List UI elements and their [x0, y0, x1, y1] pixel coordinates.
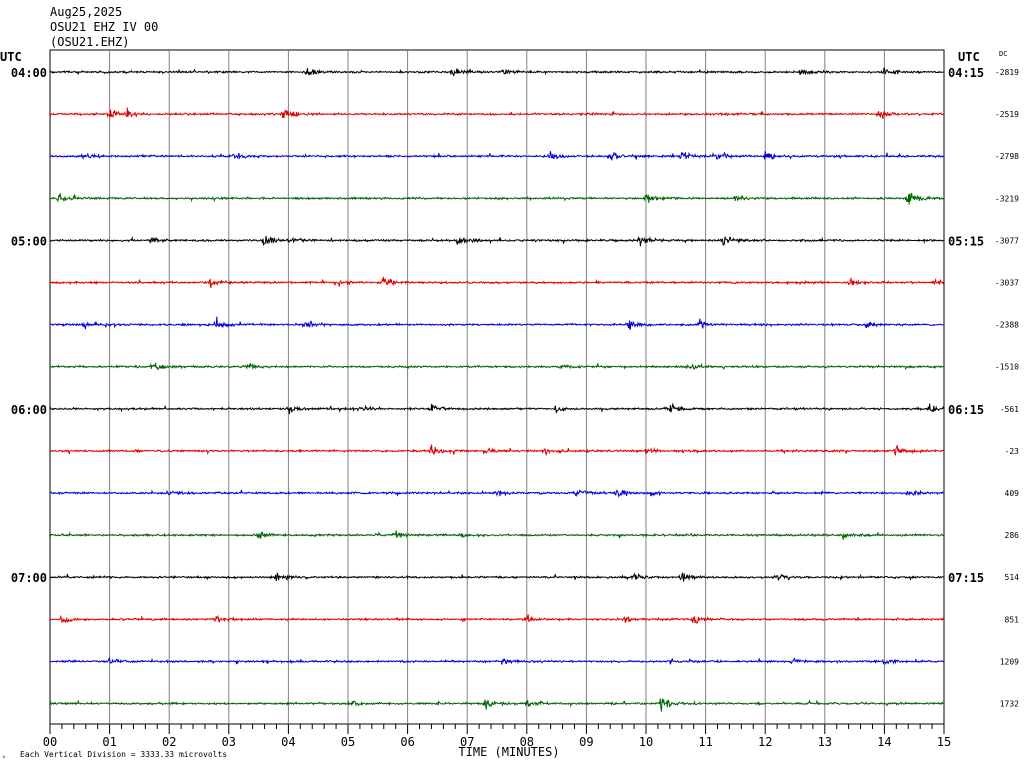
trace-line: [49, 489, 944, 499]
trace-line: [49, 362, 944, 371]
dc-offset-label: -561: [1000, 405, 1019, 414]
x-tick-label: 14: [877, 735, 891, 749]
right-time-label: 07:15: [948, 571, 984, 585]
right-time-label: 05:15: [948, 234, 984, 248]
vertical-division-footnote: Each Vertical Division = 3333.33 microvo…: [20, 750, 228, 759]
left-time-label: 07:00: [11, 571, 47, 585]
right-time-label: 06:15: [948, 403, 984, 417]
corner-mark-icon: ▵: [2, 753, 6, 760]
x-tick-label: 12: [758, 735, 772, 749]
x-tick-label: 01: [102, 735, 116, 749]
trace-line: [49, 67, 944, 77]
dc-offset-label: 1209: [1000, 657, 1019, 666]
dc-offset-label: 851: [1005, 615, 1020, 624]
trace-line: [49, 614, 944, 624]
trace-line: [49, 276, 944, 289]
trace-line: [49, 698, 944, 712]
trace-line: [49, 235, 944, 247]
dc-offset-label: -3037: [995, 279, 1019, 288]
station-label: OSU21 EHZ IV 00: [50, 20, 159, 34]
x-tick-label: 00: [43, 735, 57, 749]
plot-frame: [49, 49, 945, 725]
trace-line: [49, 444, 944, 457]
dc-offset-label: 409: [1005, 489, 1020, 498]
left-time-label: 06:00: [11, 403, 47, 417]
trace-line: [49, 192, 944, 205]
trace-line: [49, 316, 944, 330]
trace-line: [49, 530, 944, 540]
x-tick-label: 13: [818, 735, 832, 749]
x-tick-label: 06: [400, 735, 414, 749]
utc-right-label: UTC: [958, 50, 980, 64]
dc-offset-label: -2819: [995, 68, 1019, 77]
dc-offset-label: 514: [1005, 573, 1020, 582]
trace-line: [49, 151, 944, 161]
trace-line: [49, 572, 944, 582]
x-tick-label: 08: [520, 735, 534, 749]
dc-offset-label: -3219: [995, 194, 1019, 203]
trace-line: [49, 656, 944, 666]
utc-left-label: UTC: [0, 50, 22, 64]
right-time-label: 04:15: [948, 66, 984, 80]
date-label: Aug25,2025: [50, 5, 123, 19]
x-axis-label: TIME (MINUTES): [458, 745, 559, 759]
trace-line: [49, 107, 944, 119]
channel-label: (OSU21.EHZ): [50, 35, 130, 49]
x-tick-label: 11: [698, 735, 712, 749]
x-tick-label: 02: [162, 735, 176, 749]
left-time-label: 04:00: [11, 66, 47, 80]
x-tick-label: 09: [579, 735, 593, 749]
dc-label: DC: [999, 50, 1008, 58]
x-tick-label: 10: [639, 735, 653, 749]
dc-offset-label: -2388: [995, 321, 1019, 330]
dc-offset-label: -23: [1005, 447, 1020, 456]
dc-offset-label: 1732: [1000, 700, 1019, 709]
dc-offset-label: -3077: [995, 236, 1019, 245]
x-tick-label: 04: [281, 735, 295, 749]
dc-offset-label: 286: [1005, 531, 1020, 540]
x-tick-label: 07: [460, 735, 474, 749]
dc-offset-label: -1510: [995, 363, 1019, 372]
dc-offset-label: -2519: [995, 110, 1019, 119]
trace-line: [49, 402, 944, 415]
dc-offset-label: -2798: [995, 152, 1019, 161]
x-tick-label: 05: [341, 735, 355, 749]
left-time-label: 05:00: [11, 234, 47, 248]
x-tick-label: 03: [222, 735, 236, 749]
x-tick-label: 15: [937, 735, 951, 749]
